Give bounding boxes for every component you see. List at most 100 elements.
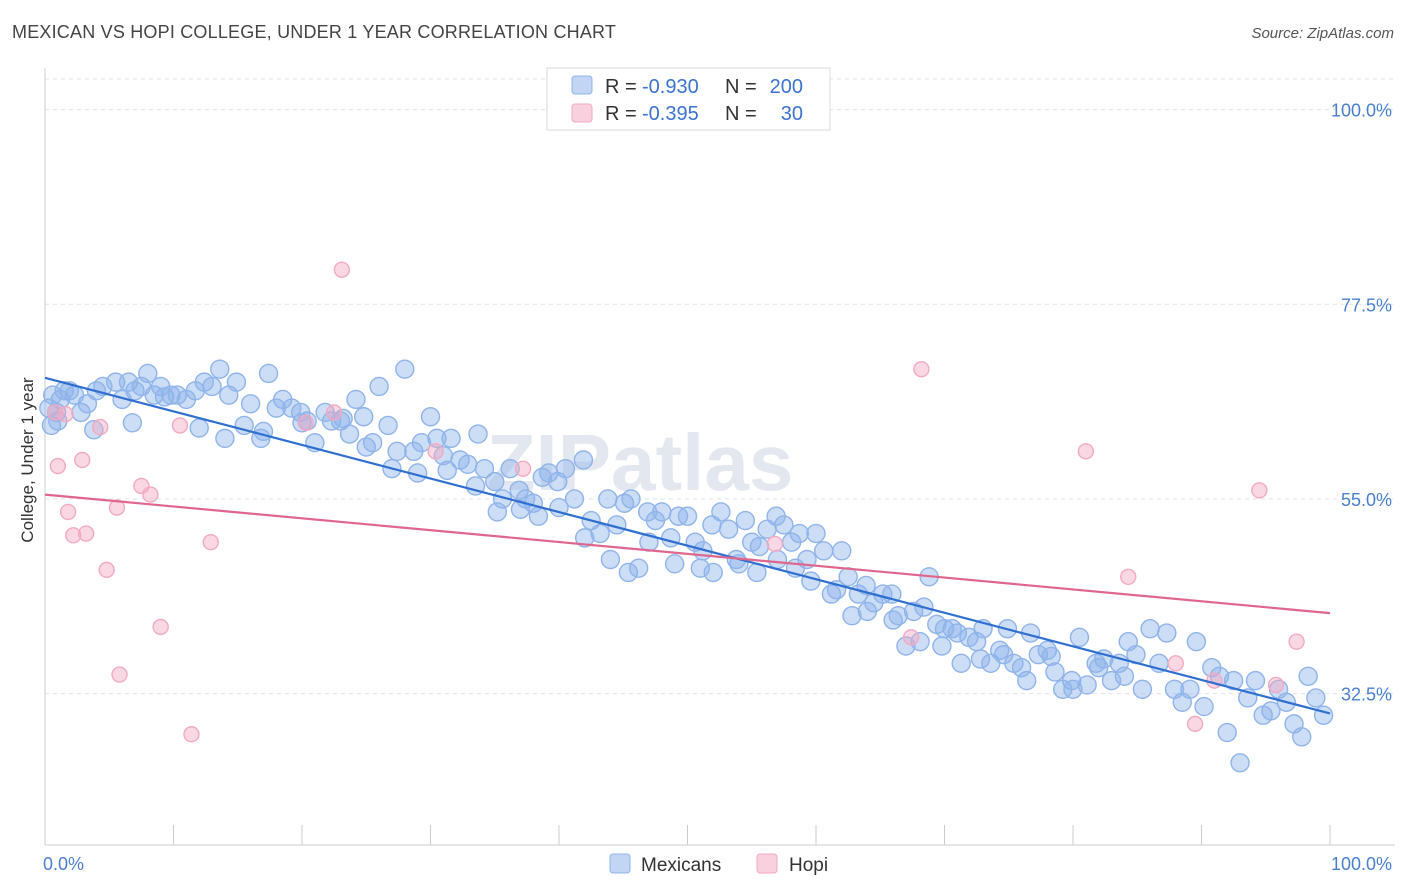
bottom-legend: Mexicans Hopi: [609, 853, 828, 876]
point-mexicans: [333, 408, 353, 429]
point-mexicans: [474, 458, 495, 479]
axes: [44, 68, 1395, 846]
point-mexicans: [500, 458, 520, 479]
point-hopi: [766, 535, 784, 553]
point-mexicans: [677, 506, 698, 526]
point-hopi: [1186, 715, 1204, 733]
x-tick-label: 100.0%: [1331, 854, 1392, 874]
point-hopi: [1206, 672, 1223, 689]
point-mexicans: [970, 649, 991, 669]
point-mexicans: [282, 398, 302, 418]
chart-title: MEXICAN VS HOPI COLLEGE, UNDER 1 YEAR CO…: [12, 22, 617, 42]
legend-swatch-mexicans: [571, 75, 593, 95]
point-hopi: [1288, 633, 1305, 650]
point-mexicans: [510, 499, 531, 520]
point-mexicans: [1245, 670, 1266, 691]
point-mexicans: [735, 510, 756, 531]
point-mexicans: [801, 571, 821, 591]
point-mexicans: [468, 424, 488, 444]
point-mexicans: [993, 644, 1014, 665]
point-mexicans: [664, 554, 685, 574]
legend-r-label: R =: [605, 76, 637, 98]
point-hopi: [202, 533, 219, 551]
point-mexicans: [458, 454, 478, 475]
point-mexicans: [441, 428, 461, 449]
point-mexicans: [226, 372, 247, 392]
point-mexicans: [618, 562, 639, 583]
point-mexicans: [1298, 666, 1318, 686]
legend-r-label: R =: [605, 103, 637, 125]
point-mexicans: [1306, 688, 1326, 708]
point-hopi: [142, 486, 159, 503]
legend-r-value: -0.395: [642, 103, 699, 125]
point-mexicans: [346, 389, 366, 410]
point-mexicans: [564, 489, 585, 509]
point-hopi: [49, 457, 67, 475]
point-mexicans: [711, 502, 731, 522]
point-mexicans: [1157, 623, 1177, 643]
legend-swatch-hopi: [571, 103, 593, 123]
legend: R = -0.930 N = 200 R = -0.395 N = 30: [546, 67, 831, 131]
y-tick-label: 32.5%: [1341, 685, 1392, 705]
point-mexicans: [427, 428, 447, 449]
point-mexicans: [549, 497, 569, 518]
point-mexicans: [138, 363, 158, 384]
x-tick-labels: 0.0% 100.0%: [43, 854, 1392, 874]
trend-line-mexicans: [44, 376, 1331, 715]
point-mexicans: [749, 536, 770, 557]
point-mexicans: [767, 549, 788, 570]
point-mexicans: [1217, 722, 1237, 743]
point-mexicans: [573, 450, 594, 470]
point-mexicans: [411, 432, 432, 453]
point-mexicans: [621, 489, 641, 509]
point-mexicans: [292, 413, 312, 433]
point-mexicans: [487, 502, 508, 522]
point-mexicans: [951, 653, 971, 674]
point-mexicans: [1114, 666, 1135, 686]
source-label: Source: ZipAtlas.com: [1251, 25, 1394, 42]
point-hopi: [183, 726, 200, 743]
point-mexicans: [789, 523, 809, 544]
trend-line-hopi: [44, 493, 1331, 615]
bottom-legend-swatch-hopi: [756, 853, 778, 874]
point-mexicans: [575, 528, 595, 548]
point-hopi: [325, 404, 343, 421]
point-mexicans: [1313, 705, 1334, 725]
y-axis-label: College, Under 1 year: [18, 377, 37, 543]
point-mexicans: [420, 407, 441, 427]
trend-lines: [44, 376, 1331, 715]
x-tick-label: 0.0%: [43, 854, 84, 874]
point-mexicans: [210, 359, 230, 379]
point-hopi: [333, 261, 351, 278]
point-mexicans: [555, 458, 576, 479]
point-hopi: [514, 460, 532, 477]
point-hopi: [74, 451, 91, 469]
y-tick-labels: 32.5% 55.0% 77.5% 100.0%: [1331, 101, 1392, 705]
point-hopi: [111, 666, 128, 683]
bottom-legend-swatch-mexicans: [609, 853, 631, 874]
point-hopi: [98, 561, 115, 579]
point-mexicans: [1017, 670, 1037, 691]
point-hopi: [297, 414, 315, 431]
point-mexicans: [353, 407, 374, 427]
legend-box: [546, 67, 831, 131]
point-hopi: [1267, 676, 1285, 694]
point-mexicans: [369, 376, 389, 397]
point-mexicans: [1194, 696, 1214, 717]
point-mexicans: [378, 415, 398, 436]
point-mexicans: [1132, 679, 1153, 699]
y-tick-label: 55.0%: [1341, 490, 1392, 510]
legend-n-label: N =: [725, 76, 757, 98]
point-hopi: [902, 629, 920, 646]
point-mexicans: [590, 523, 610, 544]
point-mexicans: [1063, 679, 1083, 699]
point-mexicans: [356, 437, 376, 457]
bottom-legend-mexicans: Mexicans: [641, 855, 721, 876]
point-mexicans: [857, 601, 878, 622]
legend-r-value: -0.930: [642, 76, 699, 98]
point-mexicans: [1045, 662, 1065, 682]
point-mexicans: [202, 376, 222, 397]
point-hopi: [152, 618, 169, 636]
point-mexicans: [1292, 727, 1312, 747]
point-hopi: [913, 360, 930, 378]
